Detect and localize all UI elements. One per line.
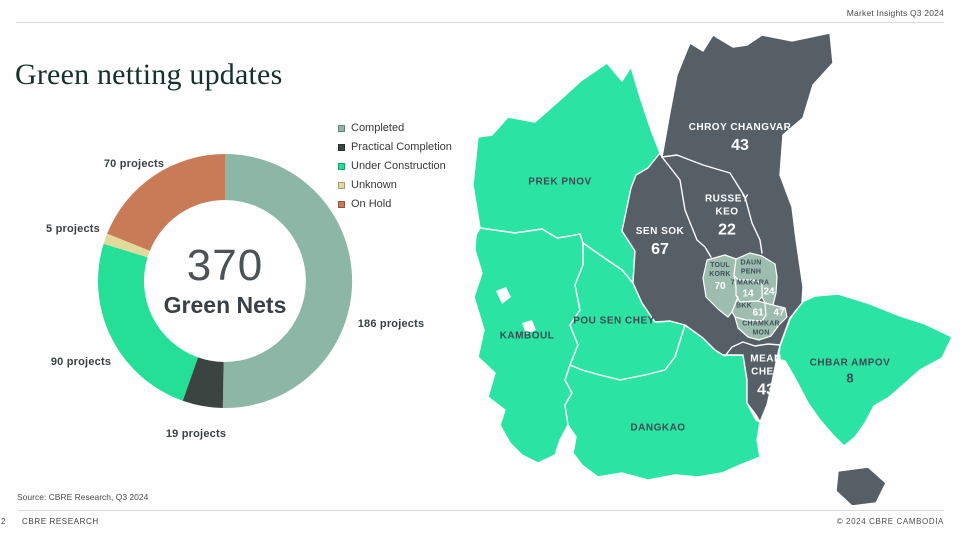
donut-segment-practical-completion	[182, 357, 224, 408]
district-fragment-south	[835, 466, 887, 505]
footer-brand: CBRE RESEARCH	[22, 517, 99, 526]
page-number: 2	[1, 517, 7, 526]
district-map: PREK PNOV KAMBOUL POU SEN CHEY DANGKAO C…	[470, 25, 960, 505]
page-title: Green netting updates	[15, 58, 283, 91]
district-dangkao	[564, 324, 761, 481]
district-chamkar-mon	[734, 302, 788, 341]
legend-swatch-under-construction	[338, 163, 345, 171]
donut-segment-on-hold	[107, 154, 225, 251]
footer-copyright: © 2024 CBRE CAMBODIA	[836, 517, 944, 526]
map-enclave-2	[522, 320, 536, 334]
donut-segment-completed	[222, 153, 353, 408]
border-russey-sensok	[661, 156, 712, 258]
district-7-makara	[733, 274, 763, 303]
donut-annotation-on-hold: 70 projects	[103, 158, 165, 170]
bottom-divider	[18, 510, 944, 511]
legend-swatch-practical-completion	[338, 144, 345, 152]
donut-svg	[98, 153, 353, 408]
donut-segment-under-construction	[98, 243, 199, 401]
legend-item-practical-completion: Practical Completion	[338, 141, 452, 154]
donut-segment-unknown	[103, 233, 150, 258]
donut-annotation-unknown: 5 projects	[46, 223, 100, 235]
report-header-label: Market Insights Q3 2024	[846, 8, 944, 18]
chart-legend: Completed Practical Completion Under Con…	[338, 122, 452, 211]
donut-annotation-practical-completion: 19 projects	[165, 428, 227, 440]
legend-item-completed: Completed	[338, 122, 452, 135]
legend-swatch-completed	[338, 125, 345, 133]
donut-annotation-completed: 186 projects	[357, 318, 425, 330]
map-enclave-1	[496, 287, 511, 304]
district-kamboul	[473, 227, 584, 464]
donut-annotation-under-construction: 90 projects	[50, 356, 112, 368]
border-chroy-russey	[661, 154, 763, 254]
legend-item-unknown: Unknown	[338, 179, 452, 192]
legend-swatch-unknown	[338, 182, 345, 190]
map-svg	[472, 32, 953, 505]
legend-item-under-construction: Under Construction	[338, 160, 452, 173]
district-chbar-ampov	[777, 293, 953, 447]
donut-chart	[97, 153, 353, 409]
legend-swatch-on-hold	[338, 201, 345, 209]
source-note: Source: CBRE Research, Q3 2024	[17, 492, 149, 502]
top-divider	[16, 22, 944, 23]
border-mean-chey-top	[724, 341, 781, 357]
legend-item-on-hold: On Hold	[338, 198, 452, 211]
district-dark-mass	[621, 32, 834, 423]
